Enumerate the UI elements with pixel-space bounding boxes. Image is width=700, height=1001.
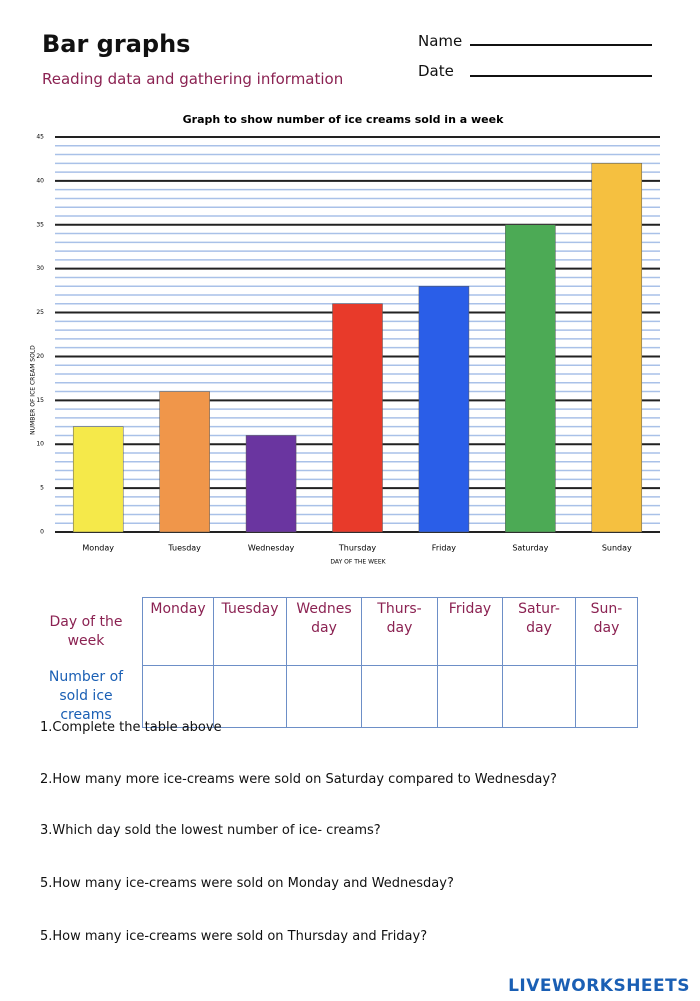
y-tick-label: 40 bbox=[36, 177, 44, 184]
y-tick-label: 10 bbox=[36, 441, 44, 448]
y-tick-label: 45 bbox=[36, 134, 44, 141]
name-label: Name bbox=[418, 32, 463, 50]
table-cell bbox=[142, 665, 214, 728]
data-table: Day of the week Monday Tuesday Wednes day Th… bbox=[30, 597, 638, 728]
bar bbox=[505, 224, 556, 533]
x-tick-label: Monday bbox=[82, 544, 114, 553]
x-axis-label: DAY OF THE WEEK bbox=[330, 559, 386, 566]
chart-title: Graph to show number of ice creams sold … bbox=[183, 113, 504, 126]
table-cell: Sun- day bbox=[575, 597, 638, 666]
table-row: Day of the week Monday Tuesday Wednes day Th… bbox=[30, 597, 638, 666]
table-cell: Wednes day bbox=[286, 597, 362, 666]
bar bbox=[332, 303, 383, 533]
question: 5.How many ice-creams were sold on Thurs… bbox=[40, 929, 428, 944]
y-tick-label: 20 bbox=[36, 353, 44, 360]
table-cell bbox=[286, 665, 362, 728]
table-cell: Thurs- day bbox=[361, 597, 438, 666]
x-tick-label: Tuesday bbox=[167, 544, 201, 553]
subtitle: Reading data and gathering information bbox=[42, 70, 344, 88]
y-tick-label: 30 bbox=[36, 265, 44, 272]
bar bbox=[418, 285, 470, 533]
question: 1.Complete the table above bbox=[40, 720, 222, 735]
bar bbox=[591, 163, 643, 533]
y-tick-label: 15 bbox=[36, 397, 44, 404]
y-tick-label: 35 bbox=[36, 221, 44, 228]
footer: LIVEWORKSHEETS bbox=[508, 976, 690, 996]
bar bbox=[159, 391, 210, 533]
table-cell: Friday bbox=[437, 597, 503, 666]
chart: Graph to show number of ice creams sold … bbox=[30, 113, 660, 566]
bar bbox=[245, 435, 297, 533]
title: Bar graphs bbox=[42, 30, 191, 58]
table-row: Number of sold ice creams bbox=[30, 665, 638, 728]
x-tick-label: Thursday bbox=[338, 544, 376, 553]
date-line bbox=[470, 75, 652, 77]
row-header: Day of the week bbox=[49, 613, 123, 649]
bar bbox=[72, 426, 124, 533]
table-cell: Monday bbox=[142, 597, 214, 666]
table-cell: Satur- day bbox=[502, 597, 576, 666]
row-header: Number of sold ice creams bbox=[48, 669, 124, 723]
y-tick-label: 0 bbox=[40, 529, 44, 536]
y-tick-label: 5 bbox=[40, 485, 44, 492]
name-line bbox=[470, 44, 652, 46]
date-label: Date bbox=[418, 62, 454, 80]
x-tick-label: Saturday bbox=[512, 544, 548, 553]
question: 2.How many more ice-creams were sold on … bbox=[40, 772, 557, 787]
table-cell bbox=[213, 665, 287, 728]
table-cell bbox=[437, 665, 503, 728]
x-tick-label: Friday bbox=[432, 544, 457, 553]
table-cell bbox=[575, 665, 638, 728]
y-axis-label: NUMBER OF ICE CREAM SOLD bbox=[30, 345, 37, 435]
table-cell bbox=[502, 665, 576, 728]
x-tick-label: Sunday bbox=[602, 544, 632, 553]
question: 3.Which day sold the lowest number of ic… bbox=[40, 823, 381, 838]
y-tick-label: 25 bbox=[36, 309, 44, 316]
table-cell: Tuesday bbox=[213, 597, 287, 666]
question: 5.How many ice-creams were sold on Monda… bbox=[40, 876, 454, 891]
x-tick-label: Wednesday bbox=[248, 544, 295, 553]
table-cell bbox=[361, 665, 438, 728]
